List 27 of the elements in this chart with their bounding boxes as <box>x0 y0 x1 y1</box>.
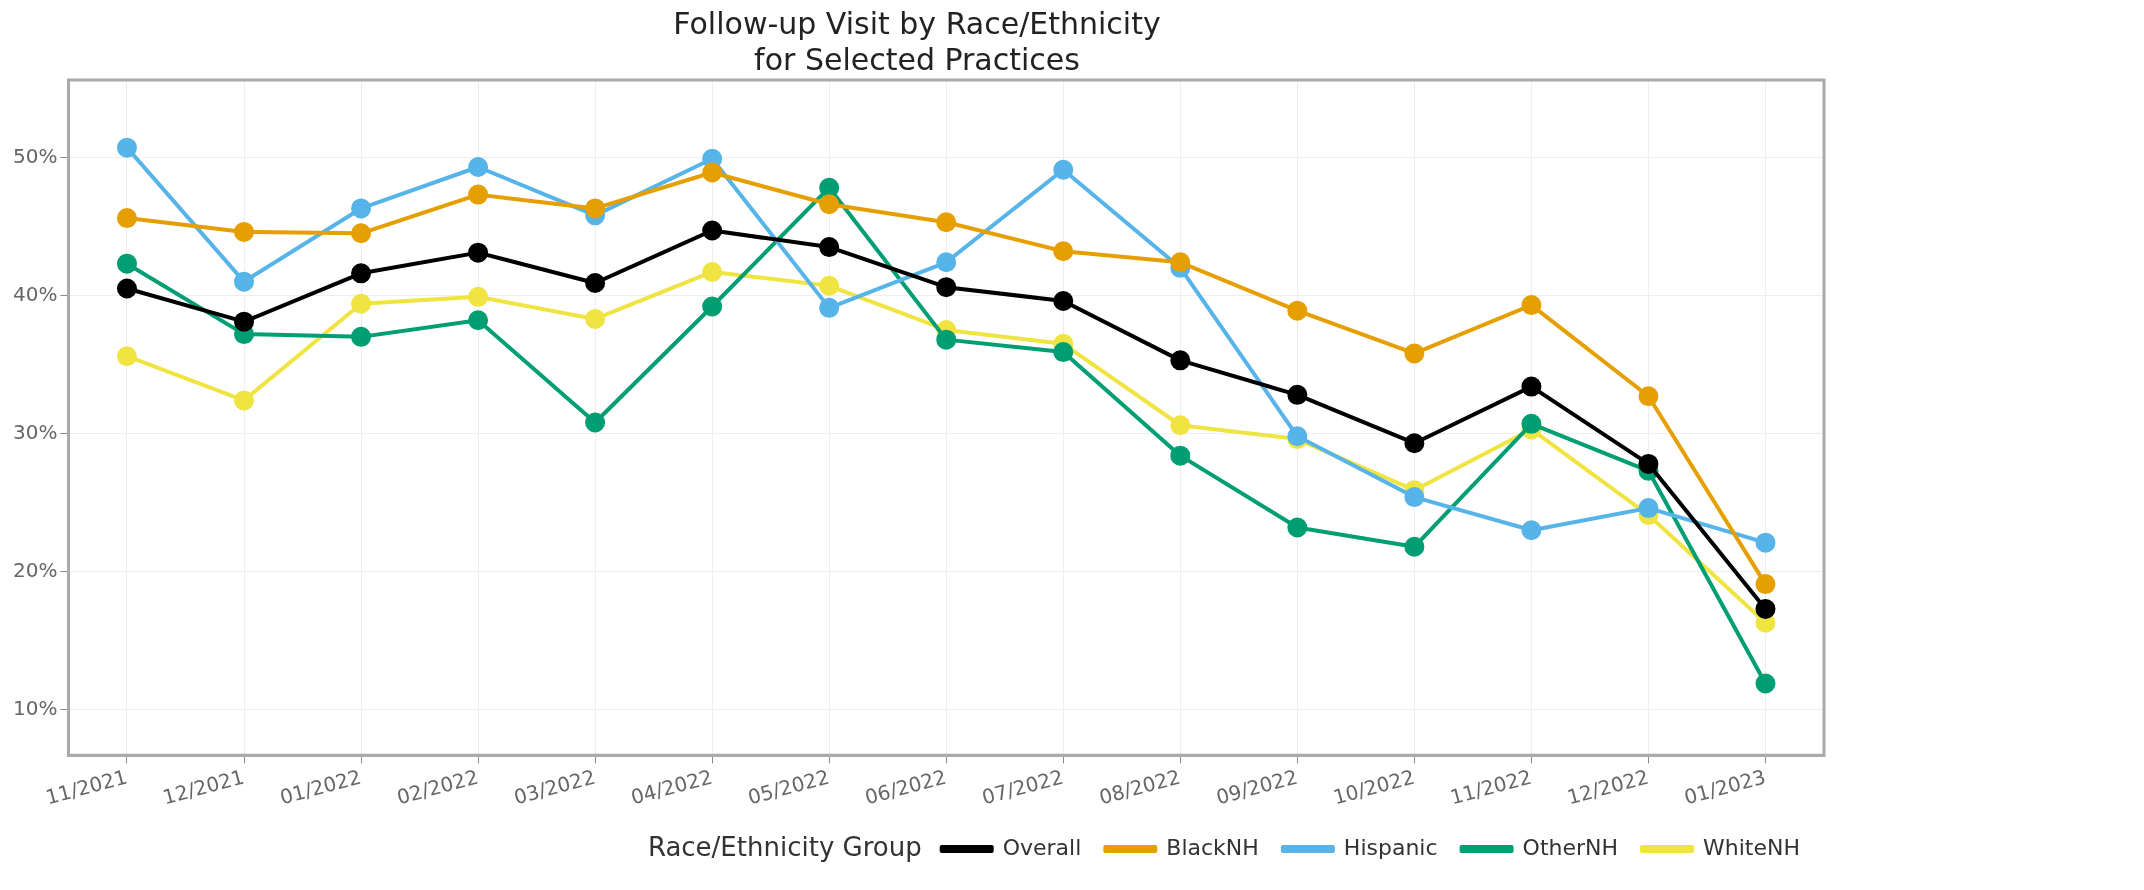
x-tick-label: 02/2022 <box>394 764 481 810</box>
x-tick-label: 08/2022 <box>1096 764 1183 810</box>
x-tick-label: 12/2021 <box>160 764 247 810</box>
x-tick-label: 03/2022 <box>511 764 598 810</box>
legend-label: WhiteNH <box>1703 834 1801 860</box>
y-tick-label: 40% <box>13 281 58 306</box>
x-tick-label: 06/2022 <box>862 764 949 810</box>
y-tick-label: 20% <box>13 557 58 582</box>
x-tick-label: 11/2022 <box>1447 764 1535 810</box>
legend-label: Hispanic <box>1343 834 1438 860</box>
x-tick-label: 05/2022 <box>745 764 832 810</box>
x-tick-label: 09/2022 <box>1213 764 1300 810</box>
legend-title: Race/Ethnicity Group <box>647 831 922 862</box>
chart-title: Follow-up Visit by Race/Ethnicity for Selected Practices <box>673 5 1161 77</box>
legend-label: BlackNH <box>1166 834 1259 860</box>
x-tick-label: 10/2022 <box>1330 764 1418 810</box>
y-tick-label: 10% <box>13 695 58 720</box>
legend-label: Overall <box>1002 834 1082 860</box>
x-tick-label: 07/2022 <box>979 764 1066 810</box>
legend-label: OtherNH <box>1522 834 1619 860</box>
y-tick-label: 30% <box>13 419 58 444</box>
x-tick-label: 11/2021 <box>43 764 130 810</box>
x-tick-label: 12/2022 <box>1564 764 1652 810</box>
x-tick-label: 04/2022 <box>628 764 715 810</box>
x-tick-label: 01/2022 <box>277 764 364 810</box>
x-tick-label: 01/2023 <box>1681 764 1769 810</box>
y-tick-label: 50% <box>13 143 58 168</box>
